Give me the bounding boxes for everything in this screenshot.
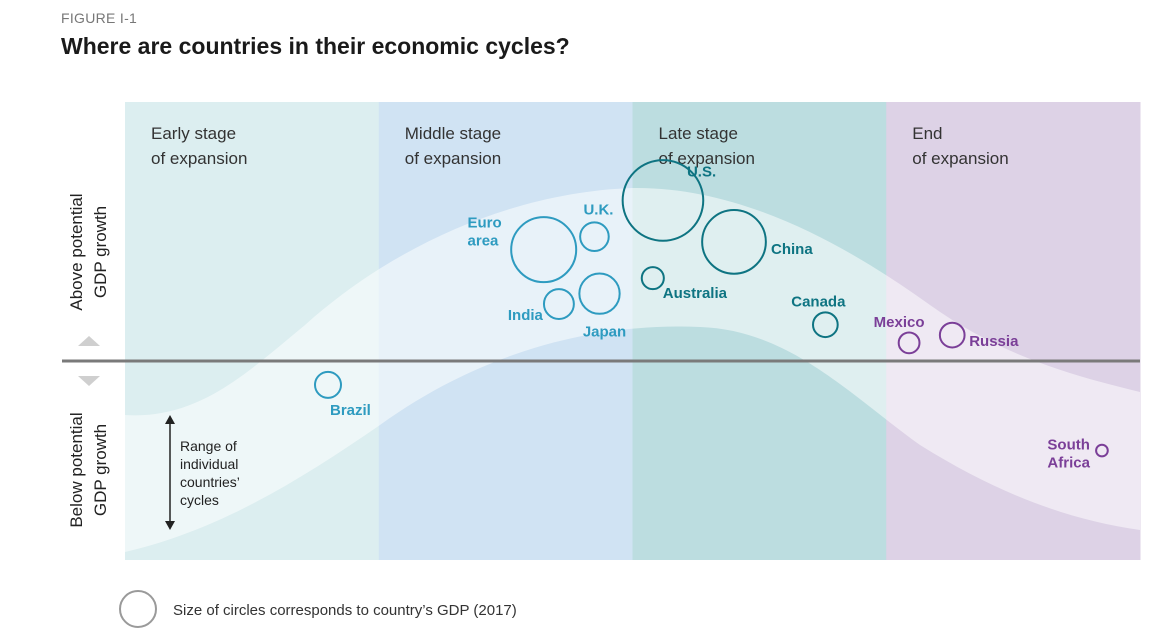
country-bubble-canada [812,311,839,339]
chart-title: Where are countries in their economic cy… [61,33,570,59]
y-label-below-line-2: GDP growth [91,424,110,516]
y-label-below-line-1: Below potential [67,412,86,527]
cycle-range-band [125,187,1140,552]
country-bubble-china [701,209,767,275]
stage-title-2: Middle stage [405,124,501,143]
country-bubble-india [542,288,575,320]
legend-circle-icon [119,590,157,628]
country-label-euro-area: Euro [468,215,502,232]
legend-text: Size of circles corresponds to country’s… [173,602,517,619]
country-bubble-u-k [579,221,610,252]
country-bubble-brazil [314,370,342,399]
country-bubble-russia [938,321,966,349]
down-arrow-icon [78,376,100,386]
range-down-arrowhead [165,521,175,530]
country-label-australia: Australia [663,285,728,302]
stage-subtitle-3: of expansion [659,149,755,168]
range-up-arrowhead [165,415,175,424]
stage-subtitle-4: of expansion [912,149,1008,168]
country-label-canada: Canada [791,294,846,311]
y-label-above-line-2: GDP growth [91,206,110,298]
stage-subtitle-1: of expansion [151,149,247,168]
country-bubble-south-africa [1095,443,1109,458]
y-label-above: Above potential GDP growth [67,193,110,310]
stage-title-3: Late stage [659,124,738,143]
y-label-above-line-1: Above potential [67,193,86,310]
figure-label: FIGURE I-1 [61,10,138,26]
range-label-line-3: countries’ [180,474,240,490]
up-arrow-icon [78,336,100,346]
country-label-india: India [508,307,544,324]
country-bubble-euro-area [510,216,578,284]
country-label-euro-area-line-2: area [468,233,500,250]
stage-subtitle-2: of expansion [405,149,501,168]
country-bubble-u-s [621,159,705,242]
country-label-mexico: Mexico [874,314,925,331]
y-label-below: Below potential GDP growth [67,412,110,527]
stage-title-1: Early stage [151,124,236,143]
country-label-south-africa: South [1047,437,1090,454]
country-label-russia: Russia [969,333,1019,350]
country-bubble-australia [640,266,665,291]
range-label-line-4: cycles [180,492,219,508]
stage-title-4: End [912,124,942,143]
country-label-south-africa-line-2: Africa [1047,455,1090,472]
country-label-china: China [771,241,813,258]
country-bubble-japan [578,272,621,315]
range-label-line-1: Range of [180,438,237,454]
country-bubble-mexico [897,331,921,355]
country-label-japan: Japan [583,324,626,341]
country-label-u-s: U.S. [687,163,716,180]
country-label-u-k: U.K. [583,202,613,219]
range-label-line-2: individual [180,456,238,472]
country-label-brazil: Brazil [330,402,371,419]
